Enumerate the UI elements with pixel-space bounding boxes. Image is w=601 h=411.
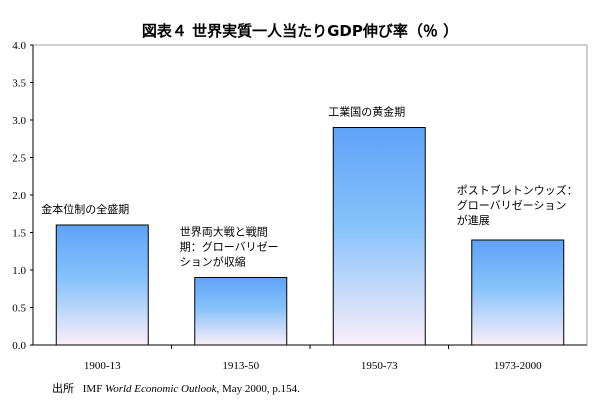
bar-1900-13 — [55, 224, 149, 346]
source-prefix: 出所 — [52, 381, 74, 395]
y-tick-label: 4.0 — [12, 40, 26, 52]
bar-1950-73 — [332, 127, 426, 346]
bar-annotation: が進展 — [457, 213, 490, 227]
y-tick-label: 2.0 — [12, 190, 26, 202]
bar-annotation: 金本位制の全盛期 — [41, 202, 129, 216]
y-tick-label: 0.0 — [12, 340, 26, 352]
y-tick-label: 1.5 — [12, 228, 26, 240]
x-tick-label: 1973-2000 — [494, 360, 542, 372]
bar-annotation: ポストブレトンウッズ： — [457, 183, 578, 197]
y-tick-label: 3.0 — [12, 115, 26, 127]
bar-annotation: 世界両大戦と戦間 — [180, 225, 268, 239]
source-rest: , May 2000, p.154. — [216, 383, 300, 395]
x-tick-label: 1913-50 — [222, 360, 259, 372]
bar-annotation: 工業国の黄金期 — [328, 105, 405, 119]
x-tick-label: 1900-13 — [84, 360, 121, 372]
bars — [55, 127, 565, 346]
x-axis-labels: 1900-13 1913-50 1950-73 1973-2000 — [84, 345, 542, 372]
x-tick-label: 1950-73 — [361, 360, 398, 372]
bar-1973-2000 — [471, 239, 565, 346]
source-note: 出所 IMF World Economic Outlook, May 2000,… — [52, 381, 300, 395]
y-axis: 0.0 0.5 1.0 1.5 2.0 2.5 3.0 3.5 4.0 — [12, 40, 587, 352]
y-tick-label: 0.5 — [12, 303, 26, 315]
source-publication: World Economic Outlook — [105, 383, 218, 395]
bar-1913-50 — [194, 277, 288, 346]
source-org: IMF — [83, 383, 105, 395]
bar-annotation: 期：グローバリゼー — [180, 240, 279, 254]
bar-annotation: ションが収縮 — [180, 255, 246, 269]
bar-annotation: グローバリゼーション — [457, 198, 567, 212]
y-tick-label: 2.5 — [12, 153, 26, 165]
y-tick-label: 1.0 — [12, 265, 26, 277]
y-tick-label: 3.5 — [12, 78, 26, 90]
chart-title: 図表４ 世界実質一人当たりGDP伸び率（％ ） — [142, 22, 458, 40]
